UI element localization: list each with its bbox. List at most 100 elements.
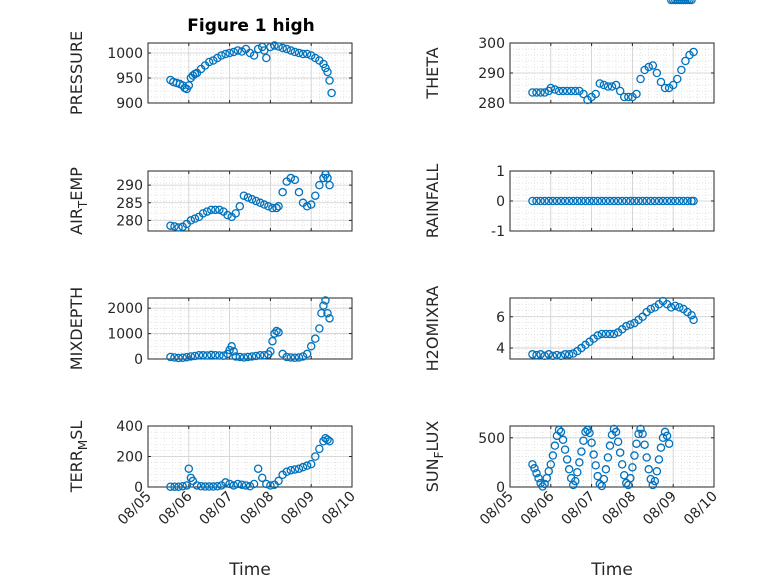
data-point: [599, 80, 609, 90]
data-point: [325, 436, 334, 446]
subplot-2: 280 290 300 THETA: [423, 36, 715, 112]
data-point: [235, 352, 245, 362]
ytick-label: 290: [116, 178, 143, 194]
data-point: [562, 455, 572, 464]
data-point: [286, 173, 296, 183]
xtick-label: 08/06: [156, 488, 196, 528]
data-point: [260, 46, 269, 55]
data-point: [190, 351, 200, 361]
data-point: [548, 451, 558, 460]
data-point: [587, 438, 596, 447]
data-point: [650, 196, 660, 206]
data-point: [650, 476, 660, 486]
data-point: [652, 68, 662, 78]
data-point: [564, 465, 574, 474]
data-point: [233, 46, 243, 55]
data-point: [298, 462, 308, 472]
ylabel-2: THETA: [423, 47, 442, 99]
data-point: [609, 196, 619, 206]
data-point: [556, 196, 566, 206]
data-point: [206, 350, 216, 360]
data-point: [221, 478, 230, 487]
data-point: [274, 42, 283, 51]
data-point: [658, 196, 668, 206]
data-point: [646, 474, 656, 484]
ytick-label: 400: [116, 419, 143, 435]
data-point: [235, 202, 245, 211]
data-point: [552, 350, 562, 360]
ytick-label: 500: [478, 431, 505, 447]
data-point: [638, 429, 647, 439]
data-point: [270, 329, 279, 338]
axes-frame-1: [147, 42, 353, 104]
data-point: [223, 210, 232, 220]
data-point: [204, 57, 214, 67]
data-point: [192, 481, 202, 490]
data-point: [249, 51, 259, 60]
series-1: [166, 41, 336, 98]
data-point: [689, 196, 698, 206]
data-point: [666, 303, 676, 312]
data-point: [546, 460, 556, 469]
data-point: [302, 461, 312, 470]
data-point: [613, 196, 623, 206]
data-point: [323, 67, 332, 77]
data-point: [579, 436, 588, 446]
data-point: [243, 352, 253, 362]
data-point: [264, 202, 273, 211]
data-point: [190, 214, 200, 223]
data-point: [262, 479, 271, 489]
data-point: [186, 216, 196, 225]
data-point: [617, 196, 627, 206]
data-point: [272, 203, 281, 213]
data-point: [585, 196, 594, 206]
data-point: [532, 350, 541, 360]
ylabel-5: MIXDEPTH: [67, 287, 86, 370]
xtick-label: 08/08: [237, 489, 277, 529]
data-point: [626, 473, 635, 483]
data-point: [675, 196, 684, 206]
data-point: [575, 458, 584, 467]
data-point: [528, 350, 537, 359]
data-point: [315, 324, 324, 333]
data-point: [568, 349, 578, 358]
data-point: [286, 353, 296, 362]
data-point: [255, 350, 265, 360]
data-point: [573, 467, 582, 477]
xtick-label: 08/09: [278, 489, 318, 529]
data-point: [266, 347, 275, 356]
data-point: [605, 329, 615, 339]
data-point: [544, 350, 554, 359]
data-point: [601, 196, 611, 206]
ytick-label: 2000: [107, 301, 143, 317]
ytick-label: 0: [134, 352, 143, 368]
data-point: [679, 196, 688, 206]
data-point: [579, 89, 588, 99]
ytick-label: 290: [478, 66, 505, 82]
ytick-label: -1: [491, 224, 505, 240]
minor-grid-5: [147, 298, 353, 359]
ylabel-3: AIRTEMP: [67, 167, 90, 235]
data-point: [626, 320, 635, 329]
ytick-label: 950: [116, 71, 143, 87]
data-point: [562, 86, 572, 96]
data-point: [564, 350, 574, 359]
data-point: [648, 61, 658, 70]
data-point: [245, 481, 255, 491]
data-point: [282, 467, 291, 476]
minor-grid-6: [509, 298, 715, 359]
data-point: [290, 47, 300, 57]
data-point: [255, 198, 265, 208]
data-point: [566, 86, 576, 96]
data-point: [266, 42, 275, 52]
data-point: [294, 187, 304, 197]
data-point: [274, 476, 283, 486]
data-point: [215, 351, 224, 360]
data-point: [170, 222, 179, 231]
ylabel-8: SUNFLUX: [423, 421, 446, 493]
data-point: [550, 85, 560, 94]
data-point: [325, 314, 334, 323]
data-point: [170, 353, 179, 362]
data-point: [687, 310, 696, 320]
data-point: [311, 452, 320, 461]
